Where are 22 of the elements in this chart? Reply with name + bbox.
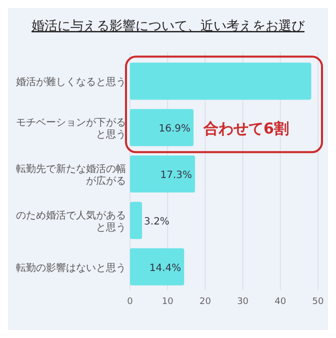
bar (130, 248, 184, 286)
x-tick-label: 0 (127, 297, 134, 307)
chart-title: 婚活に与える影響について、近い考えをお選び (32, 19, 306, 34)
y-tick-label: モチベーションが下がると思う (16, 118, 126, 141)
y-tick-label: 転勤先で新たな婚活の幅が広がる (16, 163, 126, 187)
bar (130, 155, 196, 193)
y-tick-label: 婚活が難しくなると思う (16, 76, 126, 88)
data-label: 17.3% (160, 170, 192, 181)
bar (130, 62, 312, 100)
bar (130, 202, 142, 239)
x-tick-label: 30 (237, 297, 249, 307)
y-tick-label: のため婚活で人気があると思う (16, 209, 126, 234)
x-tick-label: 10 (162, 297, 174, 307)
data-label: 16.9% (158, 124, 191, 135)
x-tick-label: 20 (199, 297, 212, 307)
data-label: 3.2% (144, 216, 170, 228)
y-tick-label: 転勤の影響はないと思う (16, 262, 126, 274)
x-tick-label: 40 (274, 297, 286, 307)
data-label: 14.4% (149, 262, 182, 274)
annotation: 合わせて6割 (202, 120, 289, 138)
bar (130, 109, 194, 146)
x-tick-label: 50 (312, 297, 324, 307)
